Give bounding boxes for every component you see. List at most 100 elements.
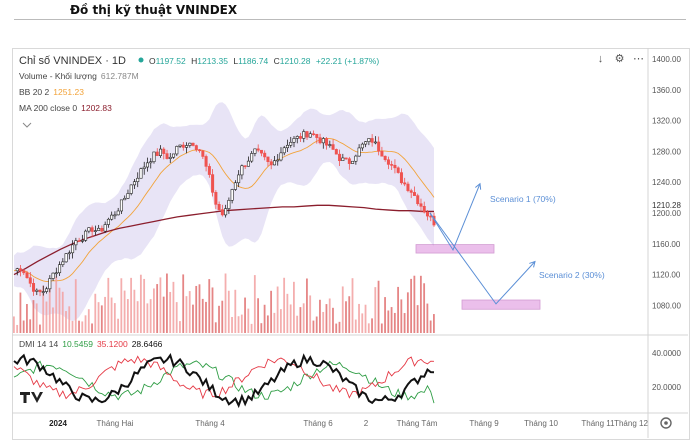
- scenario-1-arrowhead: [475, 182, 482, 190]
- time-tick-label: Tháng 10: [524, 419, 558, 428]
- download-button[interactable]: ↓: [597, 53, 604, 65]
- candle-body: [145, 162, 149, 168]
- candle-body: [152, 151, 156, 163]
- candle-body: [19, 268, 23, 271]
- more-button[interactable]: ⋯: [633, 53, 644, 65]
- volume-bar: [387, 310, 390, 333]
- volume-bar: [139, 274, 142, 333]
- ma200-layer: [13, 204, 434, 276]
- volume-bar: [286, 293, 289, 333]
- volume-bar: [198, 284, 201, 333]
- bb-middle-line: [13, 138, 435, 283]
- volume-bar: [429, 320, 432, 333]
- scenario-1-label: Scenario 1 (70%): [490, 194, 556, 204]
- candle-body: [412, 192, 416, 196]
- volume-bar: [123, 290, 126, 333]
- volume-bar: [328, 298, 331, 333]
- volume-bar: [153, 288, 155, 333]
- candle-body: [106, 218, 110, 225]
- volume-bar: [29, 319, 32, 333]
- settings-button[interactable]: ⚙: [614, 53, 625, 65]
- volume-bar: [192, 304, 194, 333]
- volume-bar: [39, 324, 41, 333]
- volume-bar: [107, 277, 110, 333]
- volume-bar: [117, 318, 119, 333]
- candle-body: [308, 133, 312, 138]
- candle-body: [168, 156, 172, 159]
- time-tick-label: Tháng 4: [195, 419, 225, 428]
- candle-body: [97, 227, 101, 231]
- candle-body: [351, 160, 355, 164]
- volume-bar: [309, 295, 312, 333]
- volume-bar: [302, 303, 305, 333]
- candle-body: [185, 145, 189, 148]
- volume-bar: [296, 315, 299, 333]
- bb-label: BB 20 2: [19, 87, 50, 97]
- dmi-plus-value: 10.5459: [62, 339, 93, 349]
- volume-bar: [149, 299, 152, 333]
- volume-bar: [65, 311, 67, 333]
- volume-bar: [426, 303, 429, 333]
- candle-body: [142, 166, 146, 169]
- candle-body: [325, 138, 329, 146]
- candle-body: [22, 270, 26, 274]
- candle-body: [25, 272, 29, 279]
- time-tick-label: Tháng Tám: [397, 419, 438, 428]
- candle-body: [58, 264, 62, 274]
- volume-bars: [13, 273, 435, 333]
- candle-body: [250, 153, 254, 162]
- candle-body: [425, 211, 429, 217]
- candle-body: [403, 182, 407, 185]
- price-tick-label: 1360.00: [652, 86, 681, 95]
- open-value: 1197.52: [156, 56, 186, 66]
- dmi-tick-label: 40.0000: [652, 349, 681, 358]
- volume-bar: [143, 278, 146, 333]
- candle-body: [214, 192, 218, 205]
- volume-bar: [260, 323, 263, 333]
- candle-body: [380, 150, 384, 157]
- candle-body: [233, 182, 237, 190]
- price-tick-label: 1280.00: [652, 147, 681, 156]
- volume-bar: [423, 283, 426, 333]
- volume-bar: [208, 279, 211, 333]
- candle-body: [419, 203, 423, 207]
- time-tick-label: 2024: [49, 419, 67, 428]
- symbol-label: Chỉ số VNINDEX · 1D: [19, 55, 126, 67]
- volume-bar: [393, 312, 396, 333]
- volume-bar: [419, 275, 422, 333]
- candle-body: [139, 168, 143, 179]
- volume-bar: [348, 296, 351, 333]
- volume-bar: [94, 293, 97, 333]
- candle-body: [272, 160, 276, 166]
- ohlc-readout: O1197.52 H1213.35 L1186.74 C1210.28 +22.…: [149, 56, 379, 66]
- volume-bar: [201, 298, 204, 333]
- dmi-label: DMI 14 14: [19, 339, 58, 349]
- candle-body: [390, 164, 394, 166]
- price-tick-label: 1400.00: [652, 55, 681, 64]
- price-tick-label: 1320.00: [652, 117, 681, 126]
- volume-bar: [156, 284, 159, 333]
- volume-bar: [341, 286, 344, 333]
- candle-body: [237, 174, 241, 184]
- volume-bar: [306, 278, 308, 333]
- volume-value: 612.787M: [101, 71, 139, 81]
- collapse-chevron-icon[interactable]: [22, 122, 32, 128]
- volume-bar: [263, 304, 266, 333]
- volume-bar: [345, 301, 347, 333]
- c-label: C: [274, 56, 280, 66]
- volume-bar: [289, 304, 292, 333]
- candle-body: [292, 138, 296, 143]
- dmi-indicator: 40.0000 20.0000: [13, 349, 681, 409]
- volume-bar: [179, 321, 181, 333]
- candle-body: [367, 138, 371, 142]
- candle-body: [175, 146, 179, 155]
- low-value: 1186.74: [238, 56, 268, 66]
- candle-body: [116, 210, 120, 216]
- candle-body: [204, 156, 208, 167]
- volume-bar: [100, 305, 103, 333]
- volume-bar: [322, 311, 325, 333]
- candle-body: [35, 289, 39, 292]
- volume-bar: [182, 274, 185, 333]
- gear-icon[interactable]: [660, 417, 672, 429]
